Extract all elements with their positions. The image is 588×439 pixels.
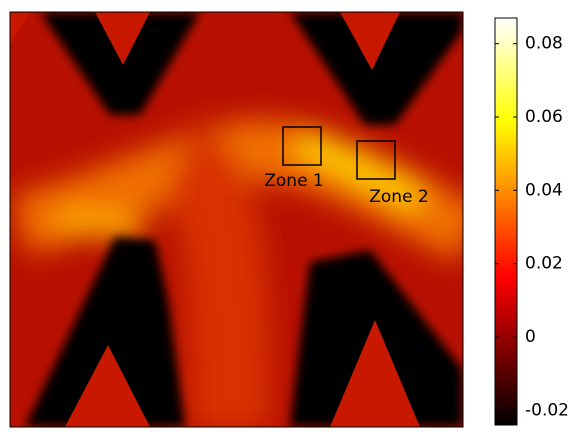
zone-box [282, 126, 322, 166]
colorbar-tick-label: 0.08 [525, 34, 563, 54]
colorbar-tick-label: -0.02 [525, 400, 569, 420]
colorbar-tick-label: 0.02 [525, 254, 563, 274]
colorbar-tick-label: 0.04 [525, 180, 563, 200]
annotation: Zone 1 [264, 171, 324, 191]
colorbar-tick-label: 0.06 [525, 107, 563, 127]
zone-box [356, 140, 396, 180]
colorbar-tick-label: 0 [525, 327, 536, 347]
heatmap-image [10, 12, 463, 427]
image-frame [9, 11, 464, 428]
annotation: Zone 2 [369, 187, 429, 207]
colorbar [494, 17, 518, 426]
